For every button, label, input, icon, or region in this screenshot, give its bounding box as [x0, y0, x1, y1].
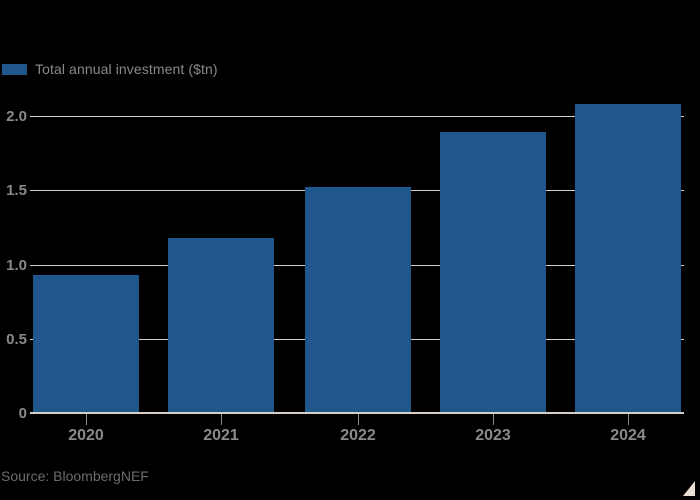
ytick-label-1.5: 1.5	[6, 182, 27, 200]
xtick-label-2021: 2021	[203, 427, 239, 444]
bar-2021	[168, 238, 274, 413]
bar-2024	[575, 104, 681, 413]
legend-swatch	[2, 63, 27, 75]
ytick-label-0.5: 0.5	[6, 330, 27, 348]
xtick-2022	[358, 413, 359, 425]
legend: Total annual investment ($tn)	[2, 61, 218, 77]
bar-2023	[440, 132, 546, 413]
ytick-label-1.0: 1.0	[6, 256, 27, 274]
ytick-label-2.0: 2.0	[6, 108, 27, 125]
xtick-label-2022: 2022	[340, 427, 376, 444]
xtick-2024	[628, 413, 629, 425]
xtick-label-2024: 2024	[610, 427, 646, 444]
xtick-2021	[221, 413, 222, 425]
gridline-2.0	[30, 116, 684, 117]
ytick-label-0: 0	[18, 405, 27, 422]
source-label: Source: BloombergNEF	[1, 468, 149, 484]
bar-2022	[305, 187, 411, 413]
x-axis-baseline	[30, 412, 684, 414]
xtick-label-2020: 2020	[68, 427, 104, 444]
xtick-2020	[86, 413, 87, 425]
xtick-label-2023: 2023	[475, 427, 511, 444]
bar-2020	[33, 275, 139, 413]
legend-label: Total annual investment ($tn)	[35, 61, 218, 77]
xtick-2023	[493, 413, 494, 425]
